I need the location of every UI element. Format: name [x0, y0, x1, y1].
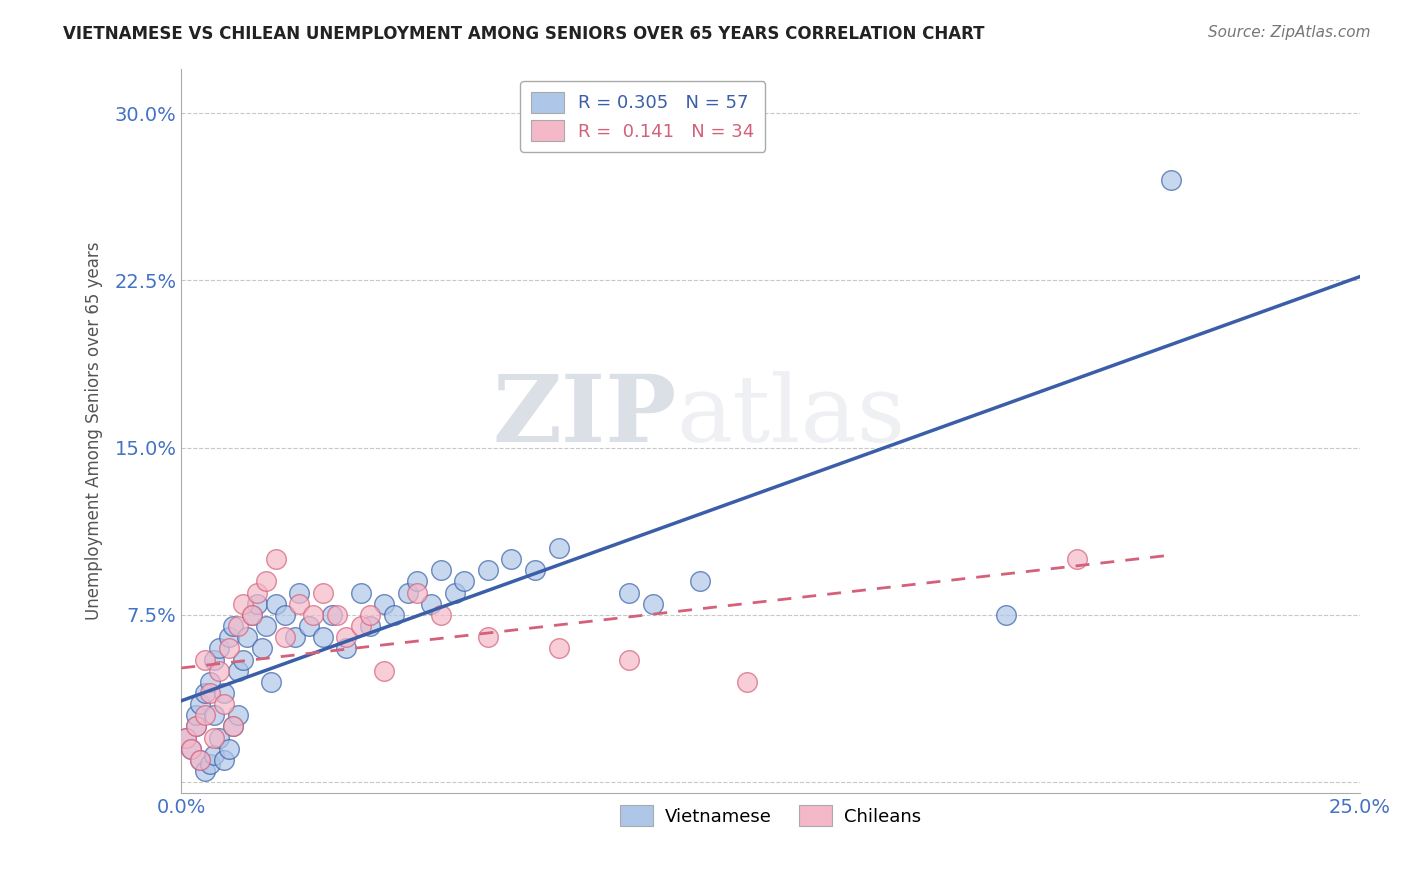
Point — [184, 719, 207, 733]
Point — [246, 597, 269, 611]
Point — [240, 607, 263, 622]
Point — [246, 585, 269, 599]
Point — [194, 652, 217, 666]
Point — [226, 619, 249, 633]
Point — [198, 686, 221, 700]
Point — [477, 563, 499, 577]
Point — [222, 619, 245, 633]
Point — [429, 607, 451, 622]
Point — [689, 574, 711, 589]
Point — [335, 641, 357, 656]
Point — [254, 574, 277, 589]
Point — [194, 764, 217, 778]
Point — [373, 664, 395, 678]
Point — [202, 748, 225, 763]
Point — [359, 619, 381, 633]
Text: ZIP: ZIP — [492, 371, 676, 461]
Point — [326, 607, 349, 622]
Point — [194, 708, 217, 723]
Point — [188, 753, 211, 767]
Point — [288, 597, 311, 611]
Point — [218, 630, 240, 644]
Point — [396, 585, 419, 599]
Point — [312, 630, 335, 644]
Point — [283, 630, 305, 644]
Point — [226, 664, 249, 678]
Point — [547, 541, 569, 555]
Point — [208, 731, 231, 745]
Point — [254, 619, 277, 633]
Point — [420, 597, 443, 611]
Point — [619, 652, 641, 666]
Y-axis label: Unemployment Among Seniors over 65 years: Unemployment Among Seniors over 65 years — [86, 242, 103, 620]
Point — [240, 607, 263, 622]
Point — [226, 708, 249, 723]
Point — [264, 597, 287, 611]
Point — [406, 585, 429, 599]
Point — [443, 585, 465, 599]
Text: atlas: atlas — [676, 371, 905, 461]
Point — [212, 686, 235, 700]
Point — [260, 674, 283, 689]
Legend: Vietnamese, Chileans: Vietnamese, Chileans — [612, 797, 931, 835]
Point — [188, 753, 211, 767]
Point — [477, 630, 499, 644]
Point — [298, 619, 321, 633]
Point — [321, 607, 343, 622]
Point — [250, 641, 273, 656]
Point — [198, 674, 221, 689]
Point — [359, 607, 381, 622]
Point — [547, 641, 569, 656]
Point — [202, 708, 225, 723]
Point — [180, 741, 202, 756]
Point — [212, 697, 235, 711]
Point — [453, 574, 475, 589]
Point — [202, 731, 225, 745]
Point — [174, 731, 197, 745]
Point — [264, 552, 287, 566]
Point — [188, 697, 211, 711]
Point — [335, 630, 357, 644]
Point — [382, 607, 405, 622]
Point — [208, 641, 231, 656]
Point — [735, 674, 758, 689]
Point — [218, 741, 240, 756]
Point — [1160, 173, 1182, 187]
Point — [406, 574, 429, 589]
Text: VIETNAMESE VS CHILEAN UNEMPLOYMENT AMONG SENIORS OVER 65 YEARS CORRELATION CHART: VIETNAMESE VS CHILEAN UNEMPLOYMENT AMONG… — [63, 25, 984, 43]
Point — [202, 652, 225, 666]
Point — [302, 607, 325, 622]
Point — [174, 731, 197, 745]
Point — [180, 741, 202, 756]
Point — [501, 552, 523, 566]
Point — [184, 719, 207, 733]
Text: Source: ZipAtlas.com: Source: ZipAtlas.com — [1208, 25, 1371, 40]
Point — [184, 708, 207, 723]
Point — [641, 597, 664, 611]
Point — [429, 563, 451, 577]
Point — [212, 753, 235, 767]
Point — [288, 585, 311, 599]
Point — [523, 563, 546, 577]
Point — [218, 641, 240, 656]
Point — [232, 597, 254, 611]
Point — [373, 597, 395, 611]
Point — [312, 585, 335, 599]
Point — [995, 607, 1018, 622]
Point — [349, 585, 371, 599]
Point — [619, 585, 641, 599]
Point — [274, 630, 297, 644]
Point — [236, 630, 259, 644]
Point — [349, 619, 371, 633]
Point — [274, 607, 297, 622]
Point — [194, 686, 217, 700]
Point — [232, 652, 254, 666]
Point — [222, 719, 245, 733]
Point — [208, 664, 231, 678]
Point — [222, 719, 245, 733]
Point — [1066, 552, 1088, 566]
Point — [198, 757, 221, 772]
